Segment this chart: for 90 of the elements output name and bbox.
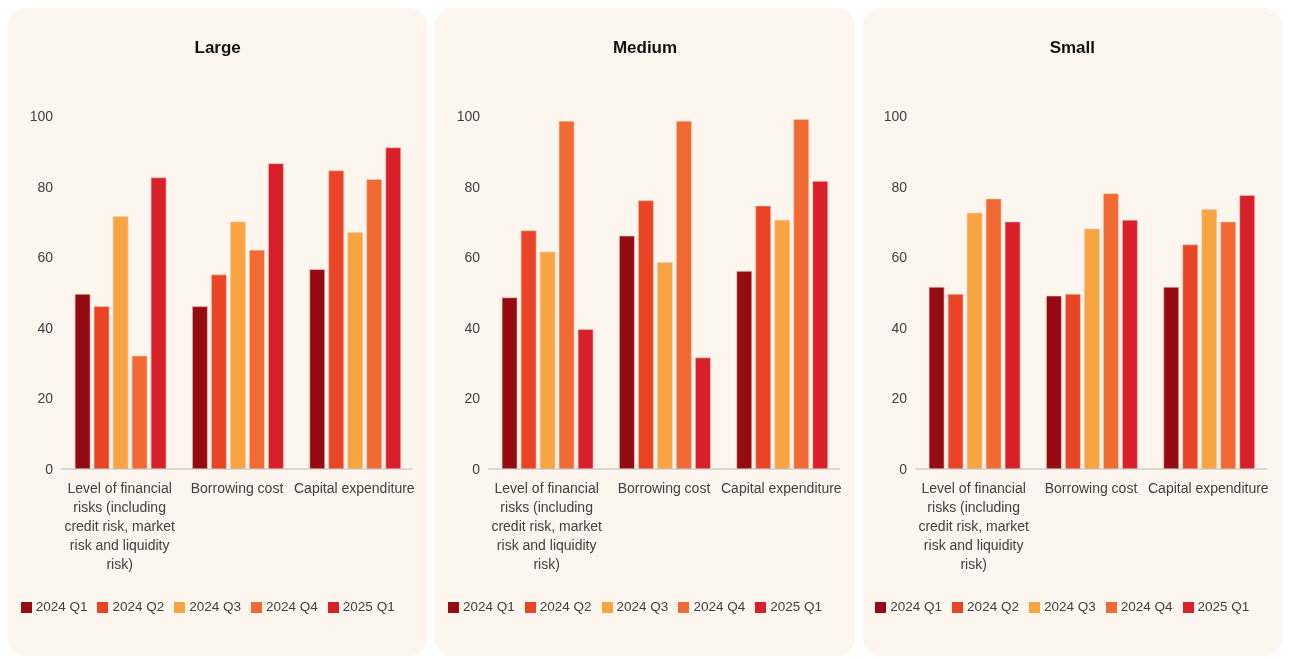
x-tick-label: Capital expenditure	[293, 480, 415, 496]
bar	[539, 251, 556, 469]
legend-label: 2024 Q4	[1120, 599, 1173, 614]
legend-label: 2024 Q2	[112, 599, 165, 614]
bar	[657, 262, 673, 469]
bar	[1201, 209, 1218, 469]
x-tick-label: Level of financial risks (including credit risk, market risk and liquidity risk)	[918, 480, 1030, 572]
bar	[1239, 195, 1256, 469]
legend-label: 2024 Q4	[693, 599, 746, 614]
bar	[366, 179, 382, 469]
legend-label: 2025 Q1	[770, 599, 822, 614]
bar	[328, 170, 344, 469]
legend-label: 2025 Q1	[1197, 599, 1250, 614]
y-tick-label: 0	[899, 460, 908, 477]
bar	[501, 297, 518, 469]
chart-title: Medium	[612, 38, 678, 59]
y-tick-label: 100	[883, 107, 908, 124]
legend-label: 2024 Q1	[35, 599, 88, 614]
bar	[948, 293, 964, 469]
bar	[112, 216, 129, 469]
bar	[1103, 193, 1120, 469]
bar	[93, 306, 110, 469]
bar	[967, 212, 983, 469]
x-tick-label: Borrowing cost	[190, 480, 284, 496]
bar	[577, 329, 594, 469]
x-tick-label: Borrowing cost	[617, 480, 711, 496]
bar	[229, 221, 246, 469]
x-tick-label: Borrowing cost	[1045, 480, 1138, 496]
y-tick-label: 0	[472, 460, 481, 477]
bar	[774, 219, 791, 469]
bar	[150, 177, 167, 469]
x-tick-label: Level of financial risks (including credit risk, market risk and liquidity risk)	[491, 480, 602, 572]
bar	[267, 163, 284, 469]
y-tick-label: 60	[464, 249, 481, 266]
bar	[385, 147, 401, 469]
chart-title: Small	[1049, 38, 1095, 59]
legend-label: 2024 Q2	[967, 599, 1019, 614]
bar	[929, 286, 945, 469]
legend-label: 2024 Q3	[1043, 599, 1096, 614]
y-tick-label: 80	[891, 178, 908, 195]
bar	[793, 119, 810, 469]
bar	[1065, 293, 1082, 469]
bar	[309, 269, 325, 469]
y-tick-label: 20	[891, 390, 908, 407]
bar	[812, 181, 829, 469]
chart-title: Large	[194, 38, 241, 59]
legend-label: 2024 Q3	[189, 599, 242, 614]
y-tick-label: 40	[891, 319, 908, 336]
x-tick-label: Capital expenditure	[1148, 480, 1270, 496]
bar	[347, 232, 363, 469]
legend-label: 2024 Q4	[266, 599, 318, 614]
y-tick-label: 100	[456, 107, 481, 124]
bar	[1163, 286, 1180, 469]
legend-label: 2025 Q1	[342, 599, 395, 614]
bar	[248, 249, 265, 469]
bar	[986, 198, 1002, 469]
y-tick-label: 100	[29, 107, 53, 124]
y-tick-label: 60	[891, 249, 908, 266]
bar	[1220, 221, 1237, 469]
y-tick-label: 80	[37, 178, 53, 195]
legend-label: 2024 Q3	[616, 599, 669, 614]
bar	[676, 121, 692, 469]
x-tick-label: Capital expenditure	[721, 480, 842, 496]
y-tick-label: 80	[464, 178, 481, 195]
bar	[638, 200, 654, 469]
legend-label: 2024 Q1	[462, 599, 515, 614]
bar	[619, 235, 635, 469]
bar	[736, 271, 753, 469]
x-tick-label: Level of financial risks (including credit risk, market risk and liquidity risk)	[64, 480, 175, 572]
y-tick-label: 40	[37, 319, 53, 336]
bar	[1122, 219, 1139, 469]
bar	[131, 355, 148, 469]
bar	[1182, 244, 1199, 469]
bar	[1046, 295, 1063, 469]
legend-label: 2024 Q2	[539, 599, 592, 614]
legend-label: 2024 Q1	[890, 599, 943, 614]
bar	[74, 293, 91, 469]
y-tick-label: 0	[44, 460, 53, 477]
bar	[1005, 221, 1021, 469]
bar	[210, 274, 227, 469]
y-tick-label: 40	[464, 319, 481, 336]
bar	[1084, 228, 1101, 469]
y-tick-label: 60	[37, 249, 53, 266]
bar	[191, 306, 208, 469]
y-tick-label: 20	[464, 390, 481, 407]
bar	[558, 121, 575, 469]
y-tick-label: 20	[37, 390, 53, 407]
bar	[520, 230, 537, 469]
bar	[755, 205, 772, 469]
bar	[695, 357, 711, 469]
